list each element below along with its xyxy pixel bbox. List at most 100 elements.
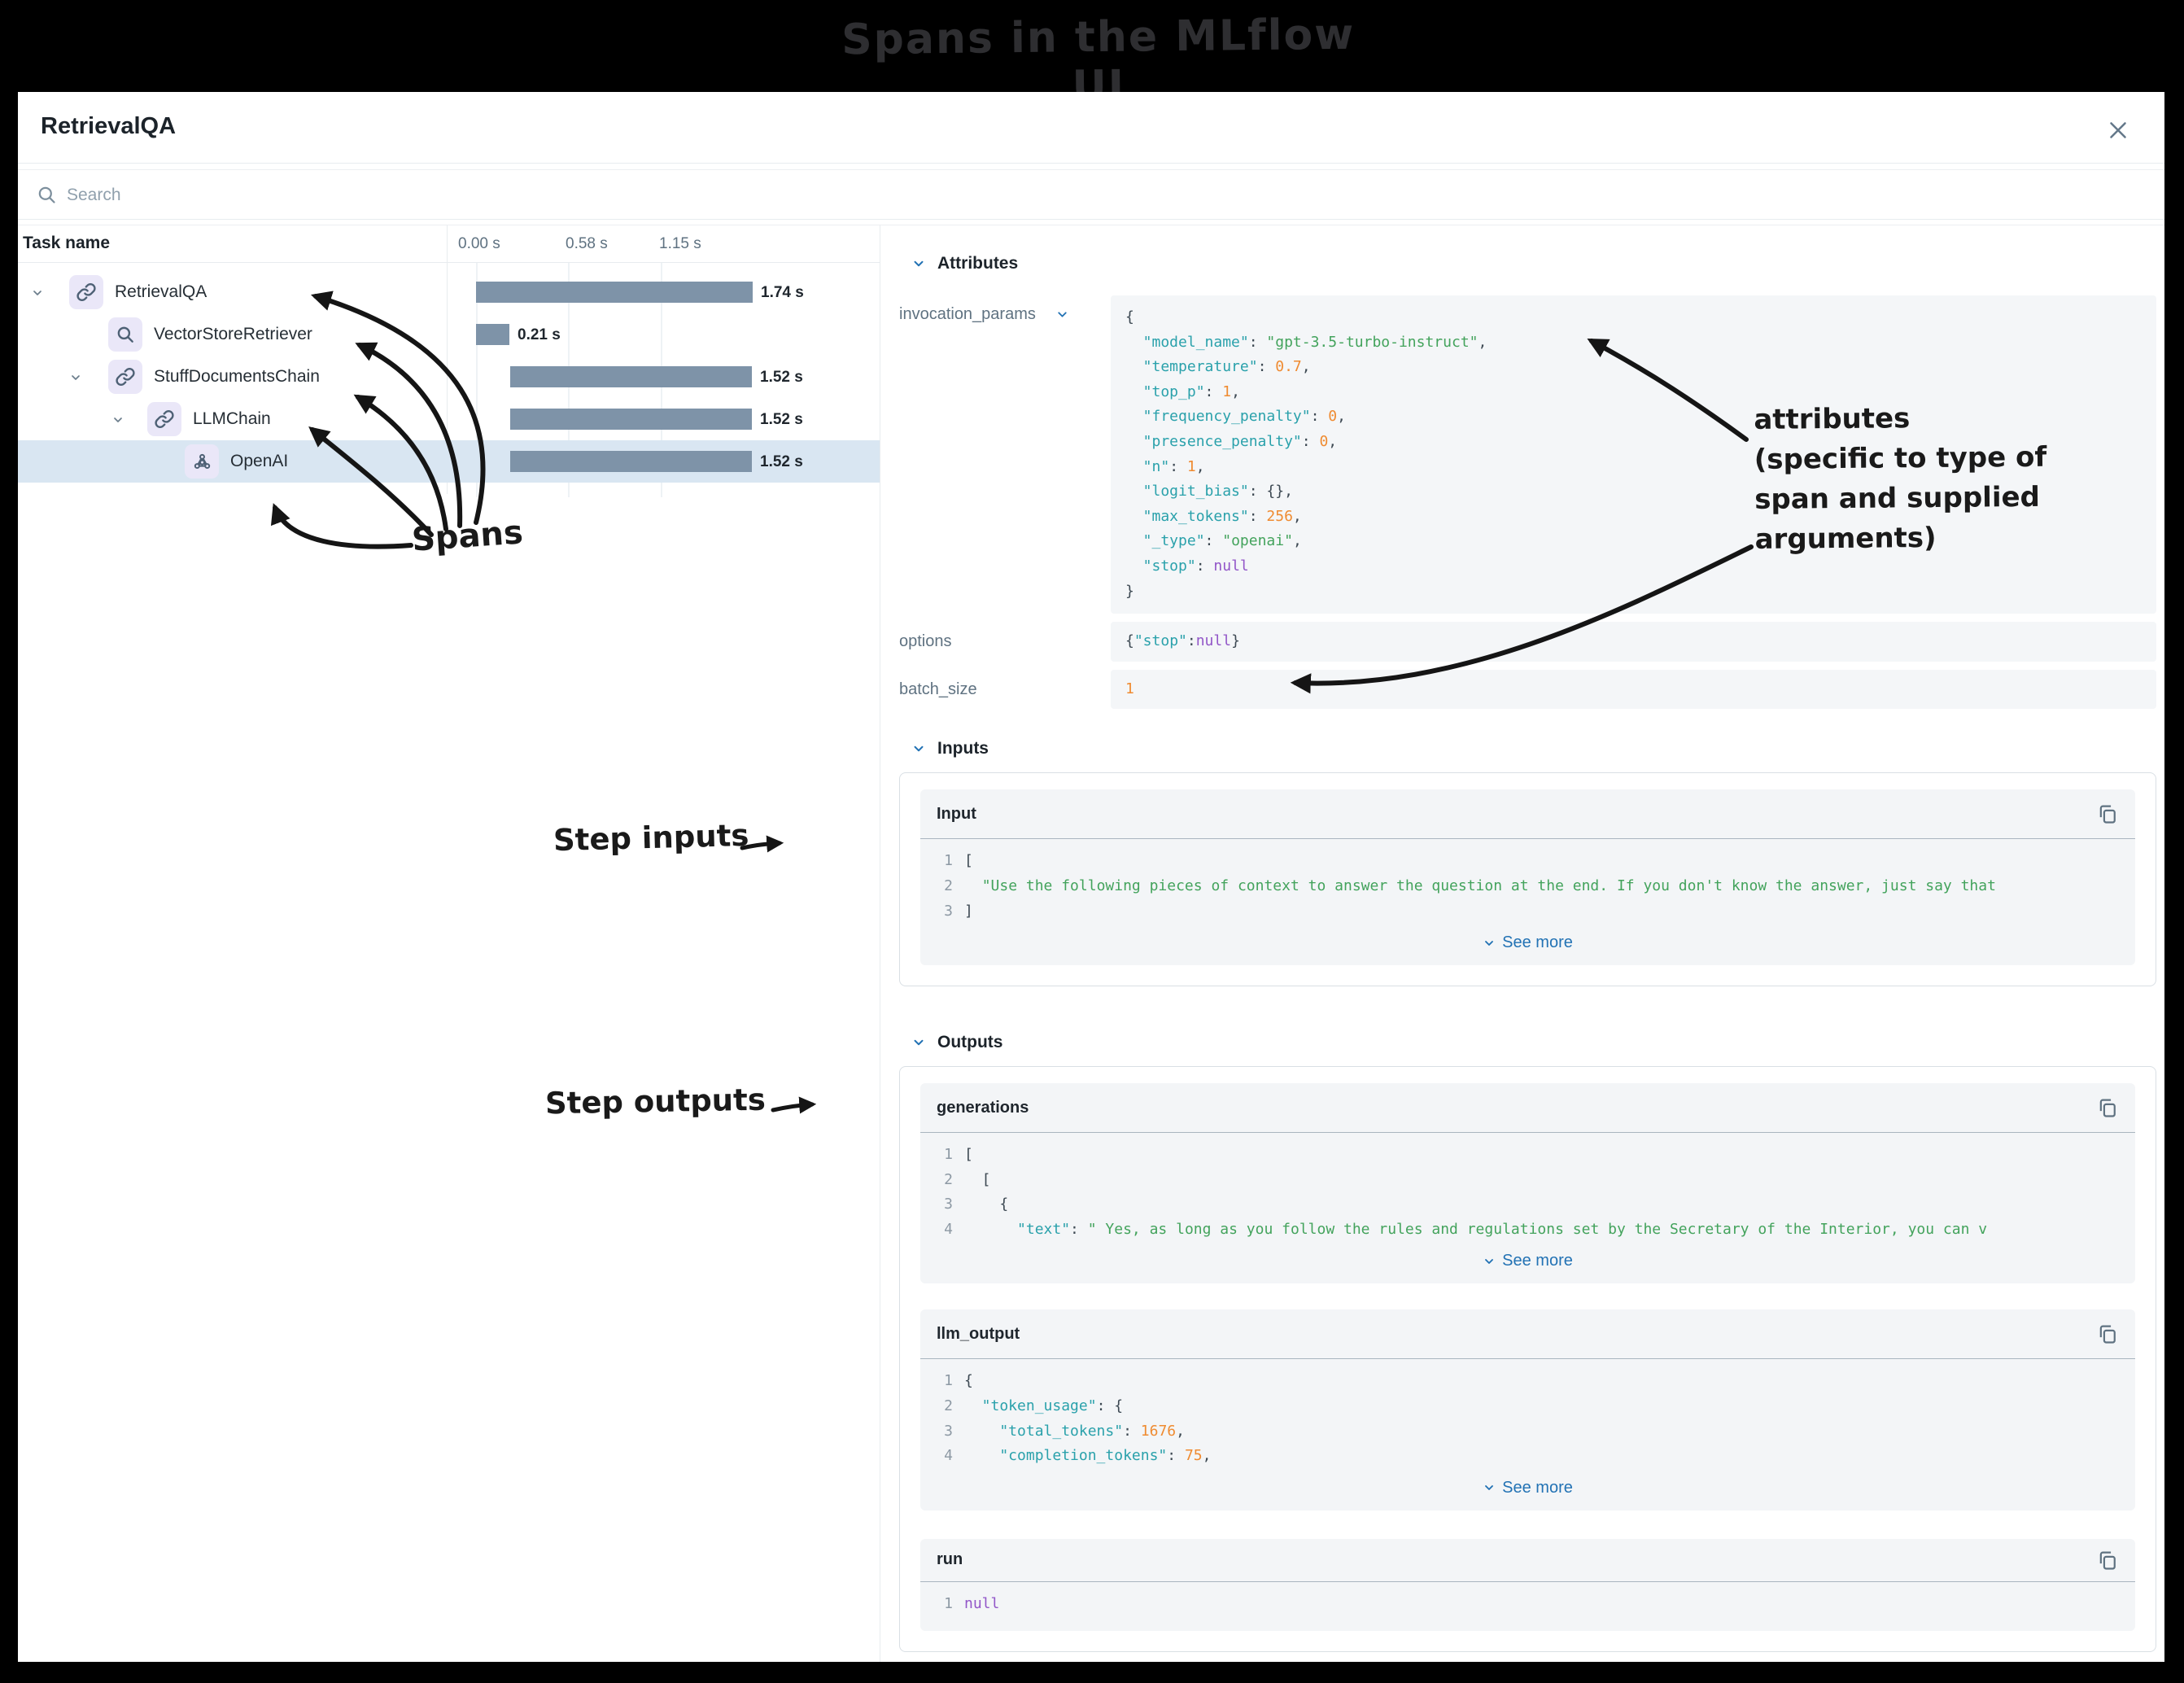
tree-row-openai[interactable]: OpenAI 1.52 s — [18, 440, 880, 483]
tree-header: Task name 0.00 s 0.58 s 1.15 s — [18, 225, 880, 263]
code-line: "model_name": "gpt-3.5-turbo-instruct", — [1125, 333, 1487, 351]
run-card: run 1 null — [920, 1538, 2135, 1632]
see-more-link[interactable]: See more — [920, 924, 2135, 965]
code-line: "n": 1, — [1125, 457, 1205, 475]
outputs-container: generations 1[2 [3 {4 "text": " Yes, as … — [899, 1066, 2156, 1653]
outputs-section-label: Outputs — [937, 1033, 1003, 1052]
code-line: 4 "text": " Yes, as long as you follow t… — [933, 1217, 2135, 1243]
line-number: 4 — [944, 1220, 953, 1238]
duration-label: 1.52 s — [760, 453, 803, 470]
chain-icon — [108, 360, 142, 394]
code-line: 3] — [933, 899, 2135, 925]
task-name-label: RetrievalQA — [115, 282, 207, 301]
code-line: 1 null — [933, 1592, 2135, 1617]
card-title: run — [937, 1550, 963, 1569]
input-card: Input 1[2 "Use the following pieces of c… — [920, 789, 2135, 966]
chain-icon — [69, 275, 103, 309]
inputs-section-header[interactable]: Inputs — [899, 738, 2156, 759]
tree-row-retrievalqa[interactable]: RetrievalQA 1.74 s — [18, 271, 880, 313]
step-outputs-annotation: Step outputs — [544, 1082, 767, 1121]
trace-modal: RetrievalQA Task name 0.00 s 0.58 s 1.15… — [18, 92, 2164, 1662]
code-line: "logit_bias": {}, — [1125, 483, 1293, 501]
line-number: 2 — [944, 1170, 953, 1188]
card-title: llm_output — [937, 1324, 1020, 1343]
inputs-section-label: Inputs — [937, 739, 989, 758]
code-line: 2 "Use the following pieces of context t… — [933, 874, 2135, 899]
copy-icon[interactable] — [2096, 1322, 2119, 1345]
spans-annotation: Spans — [410, 514, 525, 559]
code-line: 1{ — [933, 1369, 2135, 1394]
chevron-down-icon — [1485, 1485, 1494, 1491]
options-value: {"stop": null} — [1111, 622, 2156, 662]
code-line: { — [1125, 308, 1134, 326]
see-more-link[interactable]: See more — [920, 1469, 2135, 1510]
tree-row-llmchain[interactable]: LLMChain 1.52 s — [18, 398, 880, 440]
timeline-tick: 0.58 s — [566, 235, 608, 252]
code-line: } — [1125, 582, 1134, 600]
line-number: 2 — [944, 1397, 953, 1415]
chevron-down-icon — [914, 1039, 924, 1046]
outputs-section-header[interactable]: Outputs — [899, 1032, 2156, 1053]
line-number: 3 — [944, 1196, 953, 1213]
attribute-row: options {"stop": null} — [899, 622, 2156, 662]
duration-bar — [476, 324, 509, 345]
task-name-label: OpenAI — [230, 452, 289, 470]
attr-label-options: options — [899, 632, 952, 650]
chevron-down-icon[interactable] — [69, 371, 82, 384]
code-line: 1[ — [933, 1143, 2135, 1168]
card-title: Input — [937, 804, 976, 823]
chevron-down-icon[interactable] — [31, 286, 44, 299]
code-line: "frequency_penalty": 0, — [1125, 408, 1346, 426]
code-line: "stop": null — [1125, 557, 1249, 575]
attributes-note-annotation: attributes (specific to type of span and… — [1754, 402, 2047, 556]
search-input[interactable] — [65, 178, 1208, 212]
llm-output-code: 1{2 "token_usage": {3 "total_tokens": 16… — [920, 1359, 2135, 1468]
code-line: "presence_penalty": 0, — [1125, 432, 1338, 450]
duration-label: 0.21 s — [518, 326, 561, 343]
line-number: 2 — [944, 876, 953, 894]
line-number: 1 — [944, 1372, 953, 1390]
code-line: "temperature": 0.7, — [1125, 358, 1311, 376]
chevron-down-icon[interactable] — [111, 413, 124, 426]
task-name-label: LLMChain — [193, 409, 271, 428]
line-number: 1 — [944, 1146, 953, 1164]
search-icon — [38, 186, 55, 203]
code-line: 3 "total_tokens": 1676, — [933, 1419, 2135, 1445]
copy-icon[interactable] — [2096, 1096, 2119, 1119]
card-title: generations — [937, 1098, 1029, 1117]
timeline-tick: 0.00 s — [458, 235, 500, 252]
timeline-tick: 1.15 s — [659, 235, 701, 252]
chain-icon — [147, 402, 181, 436]
see-more-link[interactable]: See more — [920, 1242, 2135, 1283]
model-icon — [185, 444, 219, 479]
code-line: {"stop": null} — [1125, 632, 1240, 650]
attributes-section-label: Attributes — [937, 254, 1019, 273]
close-icon[interactable] — [2104, 116, 2132, 144]
copy-icon[interactable] — [2096, 802, 2119, 825]
line-number: 3 — [944, 902, 953, 920]
header-divider — [18, 163, 2164, 164]
duration-label: 1.74 s — [761, 284, 804, 301]
batch-size-value: 1 — [1111, 669, 2156, 710]
code-line: 3 { — [933, 1192, 2135, 1217]
generations-code: 1[2 [3 {4 "text": " Yes, as long as you … — [920, 1133, 2135, 1242]
line-number: 1 — [944, 1594, 953, 1612]
tree-row-vectorstoreretriever[interactable]: VectorStoreRetriever 0.21 s — [18, 313, 880, 356]
duration-bar — [476, 282, 753, 303]
line-number: 1 — [944, 852, 953, 870]
code-line: 2 [ — [933, 1168, 2135, 1193]
chevron-down-icon — [914, 746, 924, 752]
attributes-section-header[interactable]: Attributes — [899, 253, 2156, 274]
copy-icon[interactable] — [2096, 1549, 2119, 1572]
run-code: 1 null — [920, 1582, 2135, 1632]
search-bar — [18, 169, 2164, 220]
tree-row-stuffdocumentschain[interactable]: StuffDocumentsChain 1.52 s — [18, 356, 880, 398]
chevron-down-icon[interactable] — [1055, 308, 1069, 321]
code-line: "top_p": 1, — [1125, 382, 1240, 400]
code-line: 1 — [1125, 680, 1134, 697]
attr-label-invocation-params: invocation_params — [899, 305, 1036, 323]
attr-label-batch-size: batch_size — [899, 680, 977, 698]
chevron-down-icon — [1485, 1259, 1494, 1264]
chevron-down-icon — [1485, 940, 1494, 946]
